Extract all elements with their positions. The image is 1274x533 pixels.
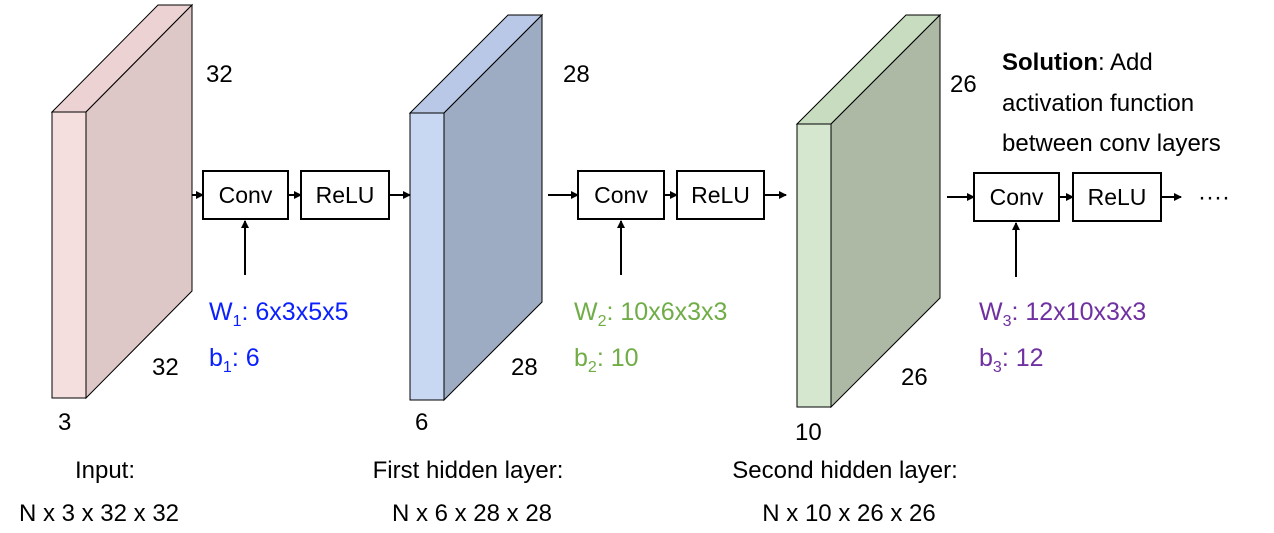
conv-box bbox=[202, 170, 289, 220]
stage2-pipeline: Conv ReLU W2: 10x6x3x3 b2: 10 bbox=[548, 170, 787, 376]
relu-label: ReLU bbox=[316, 182, 375, 208]
w2-label: W2: 10x6x3x3 bbox=[574, 298, 727, 330]
hidden2-volume-front bbox=[796, 123, 832, 408]
hidden1-depth-label: 6 bbox=[415, 409, 428, 436]
hidden2-caption-title: Second hidden layer: bbox=[732, 457, 958, 484]
hidden1-caption-shape: N x 6 x 28 x 28 bbox=[392, 500, 552, 527]
input-volume bbox=[50, 3, 194, 400]
solution-line1: Solution: Add bbox=[1002, 49, 1153, 76]
input-depth-label: 3 bbox=[58, 409, 71, 436]
hidden2-volume bbox=[795, 13, 942, 409]
solution-line3: between conv layers bbox=[1002, 130, 1221, 157]
conv-label: Conv bbox=[990, 184, 1044, 210]
hidden2-width-label: 26 bbox=[901, 364, 928, 391]
conv-label: Conv bbox=[219, 182, 273, 208]
hidden2-caption-shape: N x 10 x 26 x 26 bbox=[762, 500, 935, 527]
b1-label: b1: 6 bbox=[209, 344, 260, 376]
hidden1-width-label: 28 bbox=[511, 354, 538, 381]
relu-box bbox=[300, 170, 390, 220]
relu-box bbox=[1072, 172, 1162, 222]
b3-label: b3: 12 bbox=[979, 344, 1044, 376]
hidden1-height-label: 28 bbox=[563, 61, 590, 88]
stage1-pipeline: Conv ReLU W1: 6x3x5x5 b1: 6 bbox=[192, 170, 411, 376]
b2-label: b2: 10 bbox=[574, 344, 639, 376]
input-height-label: 32 bbox=[206, 61, 233, 88]
input-volume-front bbox=[51, 111, 87, 399]
hidden2-depth-label: 10 bbox=[795, 419, 822, 446]
conv-box bbox=[973, 172, 1060, 222]
relu-label: ReLU bbox=[691, 182, 750, 208]
hidden1-caption-title: First hidden layer: bbox=[373, 457, 564, 484]
input-caption-title: Input: bbox=[75, 457, 135, 484]
w3-label: W3: 12x10x3x3 bbox=[979, 298, 1146, 330]
solution-line2: activation function bbox=[1002, 90, 1194, 117]
conv-box bbox=[577, 170, 665, 220]
continuation-ellipsis: ···· bbox=[1198, 184, 1230, 211]
conv-label: Conv bbox=[594, 182, 648, 208]
relu-label: ReLU bbox=[1088, 184, 1147, 210]
solution-note: Solution: Add activation function betwee… bbox=[1002, 49, 1221, 157]
hidden2-height-label: 26 bbox=[950, 71, 977, 98]
input-width-label: 32 bbox=[152, 354, 179, 381]
hidden1-volume-front bbox=[409, 112, 445, 401]
hidden1-volume bbox=[408, 13, 544, 402]
stage3-pipeline: Conv ReLU ···· W3: 12x10x3x3 b3: 12 bbox=[947, 172, 1230, 376]
w1-label: W1: 6x3x5x5 bbox=[209, 298, 349, 330]
input-caption-shape: N x 3 x 32 x 32 bbox=[19, 500, 179, 527]
